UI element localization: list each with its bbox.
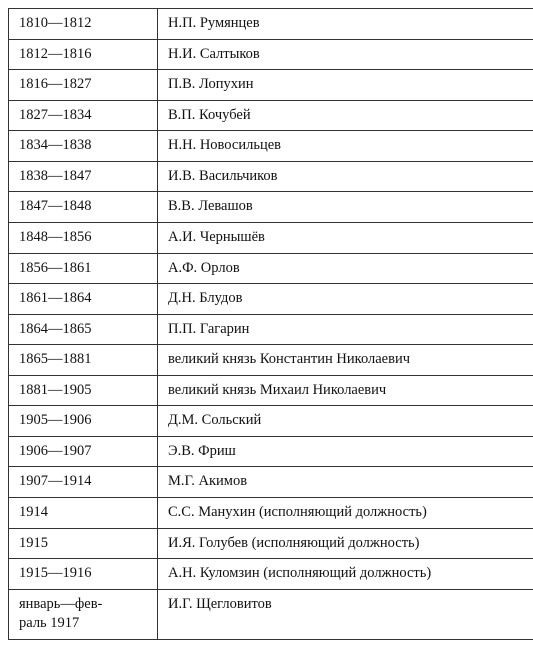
- table-row: январь—фев-раль 1917И.Г. Щегловитов: [9, 589, 533, 639]
- years-cell: 1906—1907: [9, 436, 158, 467]
- name-cell: А.И. Чернышёв: [158, 222, 533, 253]
- name-cell: П.В. Лопухин: [158, 70, 533, 101]
- years-cell: 1905—1906: [9, 406, 158, 437]
- years-cell: 1864—1865: [9, 314, 158, 345]
- table-row: 1856—1861А.Ф. Орлов: [9, 253, 533, 284]
- name-cell: великий князь Михаил Николаевич: [158, 375, 533, 406]
- years-cell: 1810—1812: [9, 9, 158, 40]
- years-cell: 1834—1838: [9, 131, 158, 162]
- name-cell: Н.Н. Новосильцев: [158, 131, 533, 162]
- years-cell: 1915: [9, 528, 158, 559]
- years-cell: 1915—1916: [9, 559, 158, 590]
- name-cell: В.П. Кочубей: [158, 100, 533, 131]
- table-row: 1848—1856А.И. Чернышёв: [9, 222, 533, 253]
- name-cell: В.В. Левашов: [158, 192, 533, 223]
- table-row: 1810—1812Н.П. Румянцев: [9, 9, 533, 40]
- table-row: 1827—1834В.П. Кочубей: [9, 100, 533, 131]
- table-row: 1847—1848В.В. Левашов: [9, 192, 533, 223]
- years-cell: 1865—1881: [9, 345, 158, 376]
- name-cell: Н.П. Румянцев: [158, 9, 533, 40]
- years-cell: 1914: [9, 498, 158, 529]
- table-row: 1861—1864Д.Н. Блудов: [9, 284, 533, 315]
- table-row: 1881—1905великий князь Михаил Николаевич: [9, 375, 533, 406]
- table-row: 1905—1906Д.М. Сольский: [9, 406, 533, 437]
- name-cell: И.Я. Голубев (исполняющий должность): [158, 528, 533, 559]
- years-cell: 1881—1905: [9, 375, 158, 406]
- officials-table-body: 1810—1812Н.П. Румянцев1812—1816Н.И. Салт…: [9, 9, 533, 640]
- name-cell: М.Г. Акимов: [158, 467, 533, 498]
- years-cell: 1907—1914: [9, 467, 158, 498]
- name-cell: А.Ф. Орлов: [158, 253, 533, 284]
- table-row: 1816—1827П.В. Лопухин: [9, 70, 533, 101]
- name-cell: Д.Н. Блудов: [158, 284, 533, 315]
- years-cell: 1827—1834: [9, 100, 158, 131]
- years-cell: 1848—1856: [9, 222, 158, 253]
- years-cell: 1812—1816: [9, 39, 158, 70]
- name-cell: И.Г. Щегловитов: [158, 589, 533, 639]
- table-row: 1865—1881великий князь Константин Никола…: [9, 345, 533, 376]
- years-cell: 1847—1848: [9, 192, 158, 223]
- table-row: 1914С.С. Манухин (исполняющий должность): [9, 498, 533, 529]
- table-row: 1906—1907Э.В. Фриш: [9, 436, 533, 467]
- officials-table: 1810—1812Н.П. Румянцев1812—1816Н.И. Салт…: [8, 8, 533, 640]
- table-row: 1915И.Я. Голубев (исполняющий должность): [9, 528, 533, 559]
- years-cell: 1838—1847: [9, 161, 158, 192]
- name-cell: Д.М. Сольский: [158, 406, 533, 437]
- name-cell: Э.В. Фриш: [158, 436, 533, 467]
- years-cell: 1816—1827: [9, 70, 158, 101]
- table-row: 1907—1914М.Г. Акимов: [9, 467, 533, 498]
- name-cell: Н.И. Салтыков: [158, 39, 533, 70]
- name-cell: С.С. Манухин (исполняющий должность): [158, 498, 533, 529]
- table-row: 1812—1816Н.И. Салтыков: [9, 39, 533, 70]
- years-cell: 1861—1864: [9, 284, 158, 315]
- name-cell: А.Н. Куломзин (исполняющий должность): [158, 559, 533, 590]
- years-cell: 1856—1861: [9, 253, 158, 284]
- table-row: 1915—1916А.Н. Куломзин (исполняющий долж…: [9, 559, 533, 590]
- name-cell: И.В. Васильчиков: [158, 161, 533, 192]
- name-cell: П.П. Гагарин: [158, 314, 533, 345]
- table-row: 1834—1838Н.Н. Новосильцев: [9, 131, 533, 162]
- table-row: 1864—1865П.П. Гагарин: [9, 314, 533, 345]
- table-row: 1838—1847И.В. Васильчиков: [9, 161, 533, 192]
- name-cell: великий князь Константин Николаевич: [158, 345, 533, 376]
- years-cell: январь—фев-раль 1917: [9, 589, 158, 639]
